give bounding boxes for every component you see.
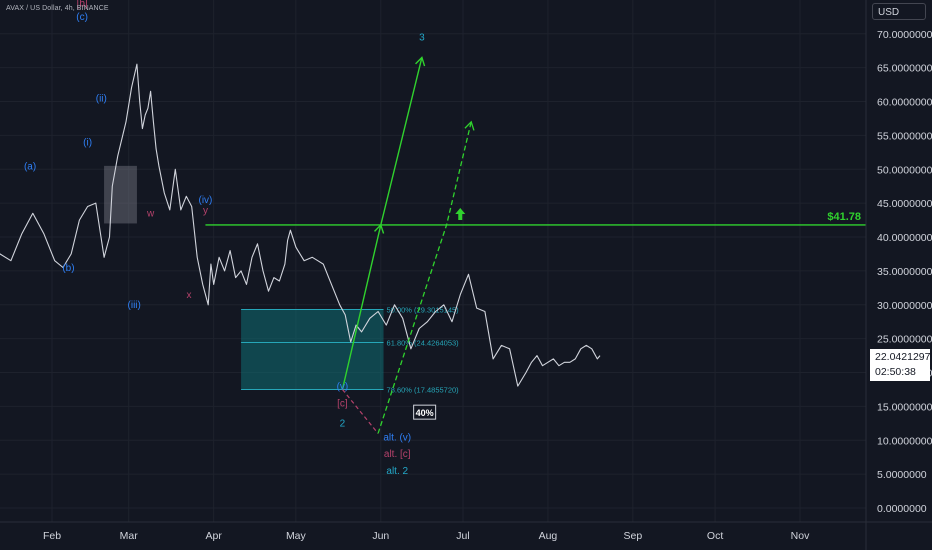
x-tick-label: May bbox=[286, 530, 307, 542]
x-tick-label: Oct bbox=[707, 530, 723, 542]
symbol-title: AVAX / US Dollar, 4h, BINANCE bbox=[6, 5, 109, 12]
y-tick-label: 40.0000000 bbox=[877, 232, 932, 244]
fib-level-label: 78.60% (17.4855720) bbox=[387, 386, 460, 395]
wave-label: x bbox=[187, 290, 192, 301]
wave-label: (i) bbox=[83, 138, 92, 149]
y-tick-label: 50.0000000 bbox=[877, 164, 932, 176]
wave-label: alt. (v) bbox=[383, 432, 411, 443]
x-tick-label: Aug bbox=[539, 530, 558, 542]
y-tick-label: 25.0000000 bbox=[877, 334, 932, 346]
alt-projection-down bbox=[341, 389, 379, 434]
wave-label: (ii) bbox=[96, 94, 107, 105]
x-tick-label: Sep bbox=[624, 530, 643, 542]
x-tick-label: Mar bbox=[120, 530, 139, 542]
y-tick-label: 15.0000000 bbox=[877, 401, 932, 413]
wave-label: w bbox=[146, 209, 155, 220]
y-tick-label: 0.0000000 bbox=[877, 503, 927, 515]
wave-label: (v) bbox=[337, 381, 349, 392]
y-tick-label: 10.0000000 bbox=[877, 435, 932, 447]
x-tick-label: Nov bbox=[791, 530, 810, 542]
price-series bbox=[0, 63, 601, 387]
primary-projection-midhead bbox=[374, 223, 385, 234]
current-price-badge: 22.0421297 02:50:38 bbox=[870, 349, 930, 381]
wave-label: 3 bbox=[419, 33, 425, 44]
chart-zones: 50.00% (29.3015145) 61.80% (24.4264053) 78… bbox=[104, 165, 460, 395]
current-price: 22.0421297 bbox=[875, 351, 931, 363]
wave-label: y bbox=[203, 205, 208, 216]
wave-label: 2 bbox=[340, 419, 346, 430]
y-tick-label: 5.0000000 bbox=[877, 469, 927, 481]
wave-label: alt. 2 bbox=[386, 466, 408, 477]
bar-countdown: 02:50:38 bbox=[875, 366, 916, 378]
percent-annotation-text: 40% bbox=[416, 408, 434, 418]
currency-button[interactable]: USD bbox=[872, 3, 926, 20]
alt-projection-arrowhead bbox=[464, 120, 475, 131]
wave-label: (a) bbox=[24, 161, 36, 172]
primary-projection-arrowhead bbox=[415, 56, 426, 67]
percent-annotation-box bbox=[413, 404, 437, 420]
wave-label: alt. [c] bbox=[384, 449, 411, 460]
highlight-box bbox=[104, 165, 137, 224]
wave-labels: [a](a)(b)[b](c)(ii)(i)(iii)wx(iv)y(v)[c]… bbox=[24, 0, 437, 477]
wave-label: (b) bbox=[62, 263, 74, 274]
projection-lines bbox=[341, 56, 475, 434]
y-tick-label: 70.0000000 bbox=[877, 29, 932, 41]
wave-label: (iii) bbox=[128, 300, 141, 311]
fib-retracement-zone bbox=[241, 309, 384, 390]
wave-label: [b] bbox=[77, 0, 88, 10]
y-tick-label: 35.0000000 bbox=[877, 266, 932, 278]
target-up-arrow bbox=[455, 207, 466, 220]
y-tick-label: 60.0000000 bbox=[877, 97, 932, 109]
wave-label: [c] bbox=[337, 398, 348, 409]
fib-level-label: 61.80% (24.4264053) bbox=[387, 339, 460, 348]
fib-level-label: 50.00% (29.3015145) bbox=[387, 305, 460, 314]
y-tick-label: 45.0000000 bbox=[877, 198, 932, 210]
y-tick-label: 30.0000000 bbox=[877, 300, 932, 312]
chart-grid bbox=[0, 0, 866, 522]
y-tick-label: 65.0000000 bbox=[877, 63, 932, 75]
alt-projection-up bbox=[377, 121, 472, 434]
x-tick-label: Jun bbox=[372, 530, 389, 542]
x-tick-label: Apr bbox=[205, 530, 222, 542]
target-level-label: $41.78 bbox=[827, 211, 861, 223]
y-tick-label: 55.0000000 bbox=[877, 130, 932, 142]
x-tick-label: Jul bbox=[456, 530, 469, 542]
price-line bbox=[0, 63, 601, 387]
wave-label: (c) bbox=[76, 12, 88, 23]
wave-label: (iv) bbox=[198, 195, 212, 206]
x-tick-label: Feb bbox=[43, 530, 61, 542]
chart-levels: $41.78 bbox=[205, 207, 866, 226]
